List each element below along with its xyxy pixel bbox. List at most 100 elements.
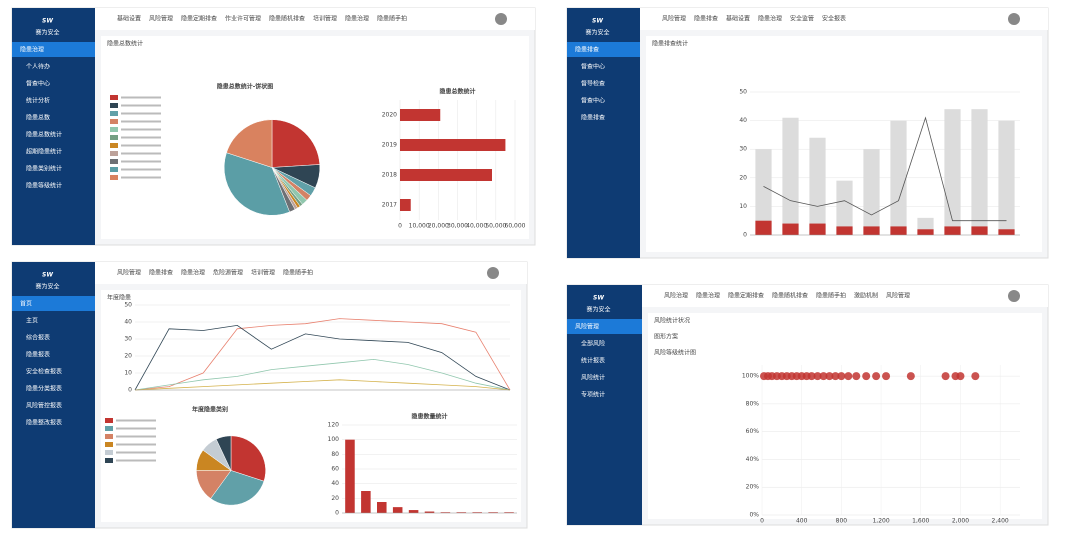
legend-text bbox=[121, 96, 161, 99]
bar bbox=[755, 220, 772, 235]
nav-item[interactable]: 危险源管理 bbox=[213, 269, 243, 277]
legend-text bbox=[116, 443, 156, 446]
menu-item[interactable]: 隐患类别统计 bbox=[26, 165, 62, 173]
legend-text bbox=[121, 152, 161, 155]
menu-item-bg bbox=[12, 76, 95, 91]
menu-item[interactable]: 隐患排查 bbox=[575, 46, 599, 54]
bar bbox=[472, 512, 482, 513]
menu-item[interactable]: 风险管控报表 bbox=[26, 402, 62, 410]
legend-swatch bbox=[110, 127, 118, 132]
bar bbox=[400, 199, 411, 211]
pie-slice bbox=[223, 152, 290, 216]
brand: 赛为安全 bbox=[35, 29, 59, 37]
sidebar: SW 赛为安全首页主页综合报表隐患报表安全检查报表隐患分类报表风险管控报表隐患整改… bbox=[12, 262, 95, 528]
x-tick-label: 2,400 bbox=[992, 518, 1009, 525]
menu-item[interactable]: 督导检查 bbox=[581, 80, 605, 88]
menu-item[interactable]: 督查中心 bbox=[581, 63, 605, 71]
y-tick-label: 50 bbox=[739, 89, 747, 96]
menu-item[interactable]: 隐患排查 bbox=[581, 114, 605, 122]
legend-swatch bbox=[105, 426, 113, 431]
nav-item[interactable]: 隐患随手拍 bbox=[816, 292, 846, 300]
nav-item[interactable]: 安全监管 bbox=[790, 15, 814, 23]
nav-item[interactable]: 激励机制 bbox=[854, 292, 878, 300]
menu-item[interactable]: 主页 bbox=[26, 317, 38, 325]
nav-item[interactable]: 隐患治理 bbox=[345, 15, 369, 23]
menu-item[interactable]: 全部风险 bbox=[581, 340, 605, 348]
menu-item[interactable]: 隐患整改报表 bbox=[26, 419, 62, 427]
menu-item[interactable]: 专项统计 bbox=[581, 391, 605, 399]
y-tick-label: 40 bbox=[739, 117, 747, 124]
legend-text bbox=[121, 168, 161, 171]
nav-item[interactable]: 基础设置 bbox=[117, 15, 141, 23]
scatter-point bbox=[956, 372, 965, 381]
scatter-point bbox=[971, 372, 980, 381]
menu-item[interactable]: 首页 bbox=[20, 300, 32, 308]
nav-item[interactable]: 隐患治理 bbox=[758, 15, 782, 23]
menu-item[interactable]: 隐患总数 bbox=[26, 114, 50, 122]
menu-item[interactable]: 隐患等级统计 bbox=[26, 182, 62, 190]
bar bbox=[971, 226, 988, 235]
menu-item-bg bbox=[12, 161, 95, 176]
legend-text bbox=[121, 120, 161, 123]
nav-item[interactable]: 隐患治理 bbox=[696, 292, 720, 300]
nav-item[interactable]: 基础设置 bbox=[726, 15, 750, 23]
menu-item[interactable]: 督查中心 bbox=[26, 80, 50, 88]
legend-swatch bbox=[105, 418, 113, 423]
menu-item[interactable]: 风险统计 bbox=[581, 374, 605, 382]
menu-item[interactable]: 个人待办 bbox=[26, 63, 50, 71]
menu-item[interactable]: 隐患分类报表 bbox=[26, 385, 62, 393]
nav-item[interactable]: 隐患排查 bbox=[694, 15, 718, 23]
top-bar bbox=[640, 8, 1048, 30]
nav-item[interactable]: 隐患排查 bbox=[149, 269, 173, 277]
nav-item[interactable]: 隐患随机排查 bbox=[269, 15, 305, 23]
x-tick-label: 40,000 bbox=[466, 223, 487, 230]
scatter-point bbox=[837, 372, 846, 381]
x-tick-label: 800 bbox=[836, 518, 848, 525]
avatar bbox=[495, 13, 507, 25]
menu-item-bg bbox=[12, 415, 95, 430]
nav-item[interactable]: 隐患治理 bbox=[181, 269, 205, 277]
nav-item[interactable]: 作业许可管理 bbox=[225, 15, 261, 23]
nav-item[interactable]: 培训管理 bbox=[313, 15, 337, 23]
y-tick-label: 20 bbox=[331, 495, 339, 502]
scatter-point bbox=[941, 372, 950, 381]
nav-item[interactable]: 培训管理 bbox=[251, 269, 275, 277]
nav-item[interactable]: 风险管理 bbox=[117, 269, 141, 277]
nav-item[interactable]: 隐患随手拍 bbox=[377, 15, 407, 23]
pie-slice bbox=[230, 435, 266, 482]
nav-item[interactable]: 隐患定期排查 bbox=[181, 15, 217, 23]
menu-item[interactable]: 统计报表 bbox=[581, 357, 605, 365]
y-tick-label: 20 bbox=[124, 353, 132, 360]
nav-item[interactable]: 安全报表 bbox=[822, 15, 846, 23]
menu-item-bg bbox=[12, 42, 95, 57]
nav-item[interactable]: 风险治理 bbox=[664, 292, 688, 300]
nav-item[interactable]: 隐患定期排查 bbox=[728, 292, 764, 300]
menu-item-bg bbox=[567, 93, 640, 108]
menu-item[interactable]: 隐患报表 bbox=[26, 351, 50, 359]
legend-text bbox=[121, 176, 161, 179]
menu-item[interactable]: 超期隐患统计 bbox=[26, 148, 62, 156]
menu-item[interactable]: 综合报表 bbox=[26, 334, 50, 342]
nav-item[interactable]: 风险管理 bbox=[886, 292, 910, 300]
menu-item[interactable]: 风险管理 bbox=[575, 323, 599, 331]
menu-item-bg bbox=[12, 398, 95, 413]
chart-title: 隐患总数统计 bbox=[439, 88, 475, 96]
nav-item[interactable]: 风险管理 bbox=[149, 15, 173, 23]
menu-item[interactable]: 隐患总数统计 bbox=[26, 131, 62, 139]
top-bar bbox=[642, 285, 1048, 307]
menu-item[interactable]: 隐患治理 bbox=[20, 46, 44, 54]
nav-item[interactable]: 隐患随机排查 bbox=[772, 292, 808, 300]
legend-swatch bbox=[105, 458, 113, 463]
legend-text bbox=[116, 435, 156, 438]
menu-item-bg bbox=[567, 370, 642, 385]
menu-item[interactable]: 统计分析 bbox=[26, 97, 50, 105]
menu-item[interactable]: 安全检查报表 bbox=[26, 368, 62, 376]
menu-item[interactable]: 督查中心 bbox=[581, 97, 605, 105]
pie-slice bbox=[226, 119, 273, 168]
nav-item[interactable]: 隐患随手拍 bbox=[283, 269, 313, 277]
menu-item-bg bbox=[12, 381, 95, 396]
nav-item[interactable]: 风险管理 bbox=[662, 15, 686, 23]
line-series bbox=[134, 358, 511, 391]
brand: 赛为安全 bbox=[586, 306, 610, 314]
